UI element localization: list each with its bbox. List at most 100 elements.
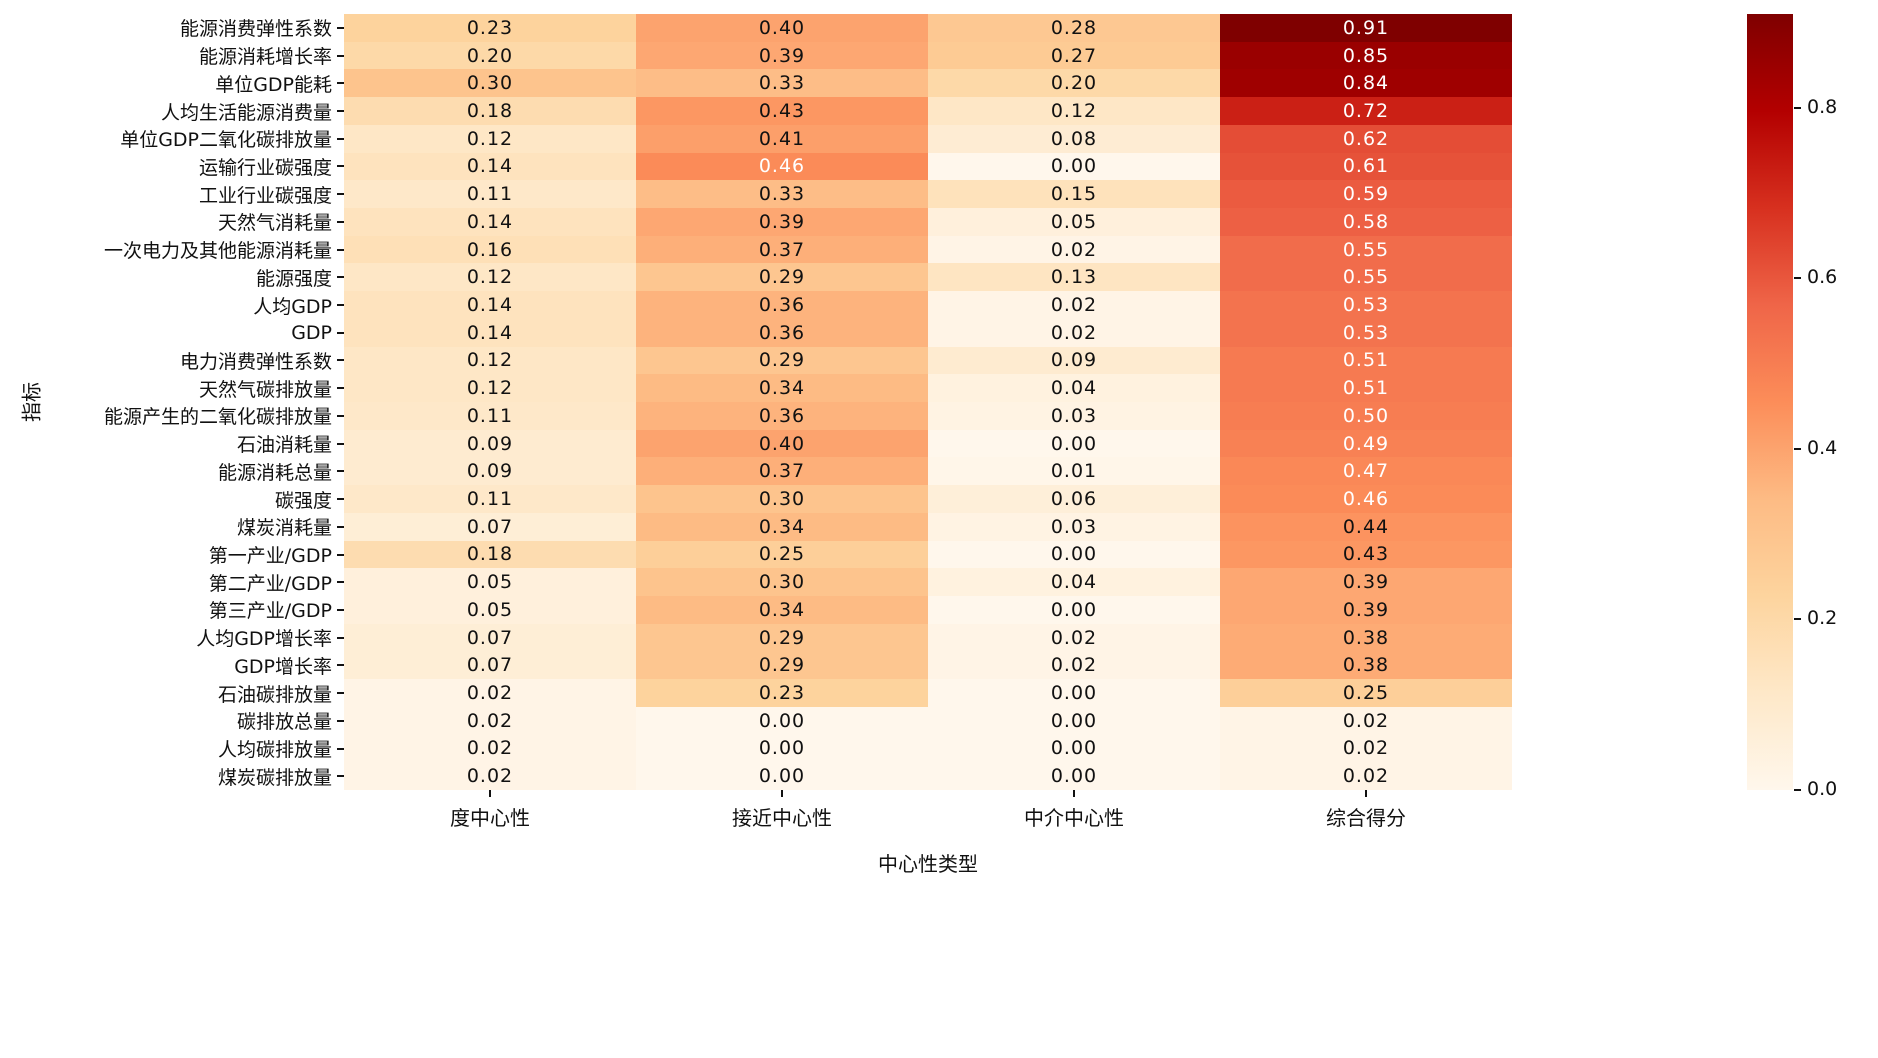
column-label: 中介中心性 [1024, 806, 1124, 830]
heatmap-cell: 0.37 [636, 235, 928, 264]
heatmap-cell: 0.84 [1220, 69, 1512, 98]
heatmap-cell: 0.16 [344, 235, 636, 264]
row-label-text: 碳排放总量 [236, 711, 332, 734]
row-label-text: 天然气碳排放量 [198, 378, 332, 401]
heatmap-cell: 0.02 [344, 679, 636, 707]
row-label-text: 能源消耗总量 [217, 461, 332, 484]
y-axis-tick [337, 359, 344, 362]
y-axis-tick [337, 304, 344, 307]
row-label: 能源强度 [0, 263, 344, 291]
row-label: 天然气消耗量 [0, 208, 344, 236]
heatmap-cell: 0.29 [636, 651, 928, 680]
row-label: 石油消耗量 [0, 430, 344, 458]
heatmap-cell: 0.72 [1220, 97, 1512, 125]
row-label-text: 煤炭消耗量 [236, 517, 332, 540]
heatmap-cell: 0.28 [928, 14, 1220, 42]
heatmap-cell: 0.55 [1220, 235, 1512, 264]
colorbar-tick-label: 0.8 [1807, 95, 1838, 118]
y-axis-tick [337, 414, 344, 417]
x-axis-tick [781, 790, 783, 797]
y-axis-tick [337, 387, 344, 390]
heatmap-cell: 0.41 [636, 124, 928, 153]
row-label-text: 人均GDP增长率 [196, 628, 332, 651]
heatmap-cell: 0.00 [636, 762, 928, 790]
heatmap-cell: 0.25 [636, 540, 928, 569]
row-label-text: 煤炭碳排放量 [217, 766, 332, 789]
row-label-text: 人均碳排放量 [217, 739, 332, 762]
row-label-text: 工业行业碳强度 [198, 184, 332, 207]
y-axis-tick [337, 719, 344, 722]
row-label-text: 能源消费弹性系数 [179, 18, 332, 41]
row-label-text: 石油碳排放量 [217, 683, 332, 706]
heatmap-cell: 0.00 [636, 734, 928, 763]
row-label: 人均生活能源消费量 [0, 97, 344, 125]
heatmap-cell: 0.07 [344, 512, 636, 541]
heatmap-cell: 0.12 [344, 346, 636, 375]
heatmap-cell: 0.20 [344, 41, 636, 70]
heatmap-cell: 0.02 [1220, 762, 1512, 790]
y-axis-tick [337, 331, 344, 334]
heatmap-cell: 0.00 [928, 734, 1220, 763]
row-label-text: 碳强度 [274, 489, 332, 512]
heatmap-cell: 0.30 [344, 69, 636, 98]
heatmap-cell: 0.11 [344, 180, 636, 208]
row-label-text: 能源产生的二氧化碳排放量 [103, 406, 332, 429]
heatmap-cell: 0.55 [1220, 263, 1512, 292]
heatmap-cell: 0.43 [636, 97, 928, 125]
heatmap-cell: 0.13 [928, 263, 1220, 292]
row-label-text: 运输行业碳强度 [198, 156, 332, 179]
row-label-text: 第一产业/GDP [208, 545, 332, 568]
heatmap-cell: 0.14 [344, 207, 636, 236]
y-axis-tick [337, 470, 344, 473]
x-axis-tick [1365, 790, 1367, 797]
heatmap-cell: 0.14 [344, 318, 636, 347]
heatmap-cell: 0.00 [636, 706, 928, 735]
row-label: 工业行业碳强度 [0, 180, 344, 208]
row-label: 能源消费弹性系数 [0, 14, 344, 42]
heatmap-cell: 0.50 [1220, 401, 1512, 430]
heatmap-cell: 0.18 [344, 540, 636, 569]
y-axis-tick [337, 775, 344, 778]
heatmap-cell: 0.43 [1220, 540, 1512, 569]
heatmap-cell: 0.14 [344, 291, 636, 319]
heatmap-cell: 0.61 [1220, 152, 1512, 181]
colorbar-tick [1794, 447, 1801, 450]
heatmap-cell: 0.02 [344, 762, 636, 790]
heatmap-cell: 0.23 [636, 679, 928, 707]
heatmap-cell: 0.36 [636, 318, 928, 347]
row-label: 一次电力及其他能源消耗量 [0, 236, 344, 264]
heatmap-cell: 0.09 [344, 457, 636, 486]
y-axis-tick [337, 26, 344, 29]
row-label: GDP增长率 [0, 652, 344, 680]
y-axis-tick [337, 608, 344, 611]
heatmap-cell: 0.05 [344, 595, 636, 624]
heatmap-cell: 0.12 [344, 124, 636, 153]
heatmap-cell: 0.53 [1220, 291, 1512, 319]
y-axis-tick [337, 248, 344, 251]
colorbar-tick [1794, 789, 1801, 791]
heatmap-cell: 0.23 [344, 14, 636, 42]
heatmap-cell: 0.00 [928, 595, 1220, 624]
y-axis-tick [337, 664, 344, 667]
colorbar-tick [1794, 106, 1801, 109]
heatmap-cell: 0.40 [636, 429, 928, 458]
heatmap-cell: 0.00 [928, 706, 1220, 735]
heatmap-cell: 0.58 [1220, 207, 1512, 236]
row-label: 人均GDP [0, 291, 344, 319]
heatmap-cell: 0.02 [928, 291, 1220, 319]
row-label: 第一产业/GDP [0, 541, 344, 569]
heatmap-cell: 0.37 [636, 457, 928, 486]
row-label-text: 能源强度 [255, 267, 332, 290]
heatmap-cell: 0.02 [928, 318, 1220, 347]
y-axis-tick [337, 220, 344, 223]
heatmap-cell: 0.91 [1220, 14, 1512, 42]
heatmap-cell: 0.46 [1220, 485, 1512, 513]
heatmap-cell: 0.12 [928, 97, 1220, 125]
heatmap-cell: 0.36 [636, 401, 928, 430]
y-axis-tick [337, 110, 344, 113]
row-label-text: 第三产业/GDP [208, 600, 332, 623]
heatmap-cell: 0.12 [344, 263, 636, 292]
row-label: 煤炭消耗量 [0, 513, 344, 541]
heatmap-cell: 0.06 [928, 485, 1220, 513]
heatmap-cell: 0.39 [636, 207, 928, 236]
